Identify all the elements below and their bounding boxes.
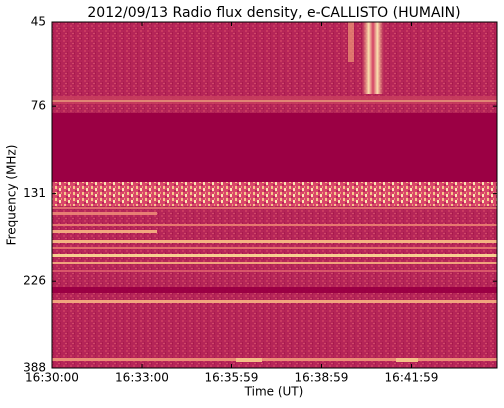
y-tick-label: 226 — [23, 274, 46, 288]
x-tick-label: 16:30:00 — [25, 371, 79, 385]
plot-frame — [51, 21, 498, 369]
y-tick-label: 131 — [23, 186, 46, 200]
x-tick-label: 16:33:00 — [115, 371, 169, 385]
x-tick-label: 16:38:59 — [295, 371, 349, 385]
x-tick-label: 16:35:59 — [205, 371, 259, 385]
chart-title: 2012/09/13 Radio flux density, e-CALLIST… — [87, 5, 460, 21]
y-tick-label: 76 — [31, 99, 46, 113]
y-tick-label: 45 — [31, 15, 46, 29]
y-tick-label: 388 — [23, 361, 46, 375]
x-axis-label: Time (UT) — [244, 385, 304, 399]
y-axis-label: Frequency (MHz) — [5, 145, 19, 246]
spectrogram-image — [52, 22, 497, 368]
x-tick-label: 16:41:59 — [385, 371, 439, 385]
